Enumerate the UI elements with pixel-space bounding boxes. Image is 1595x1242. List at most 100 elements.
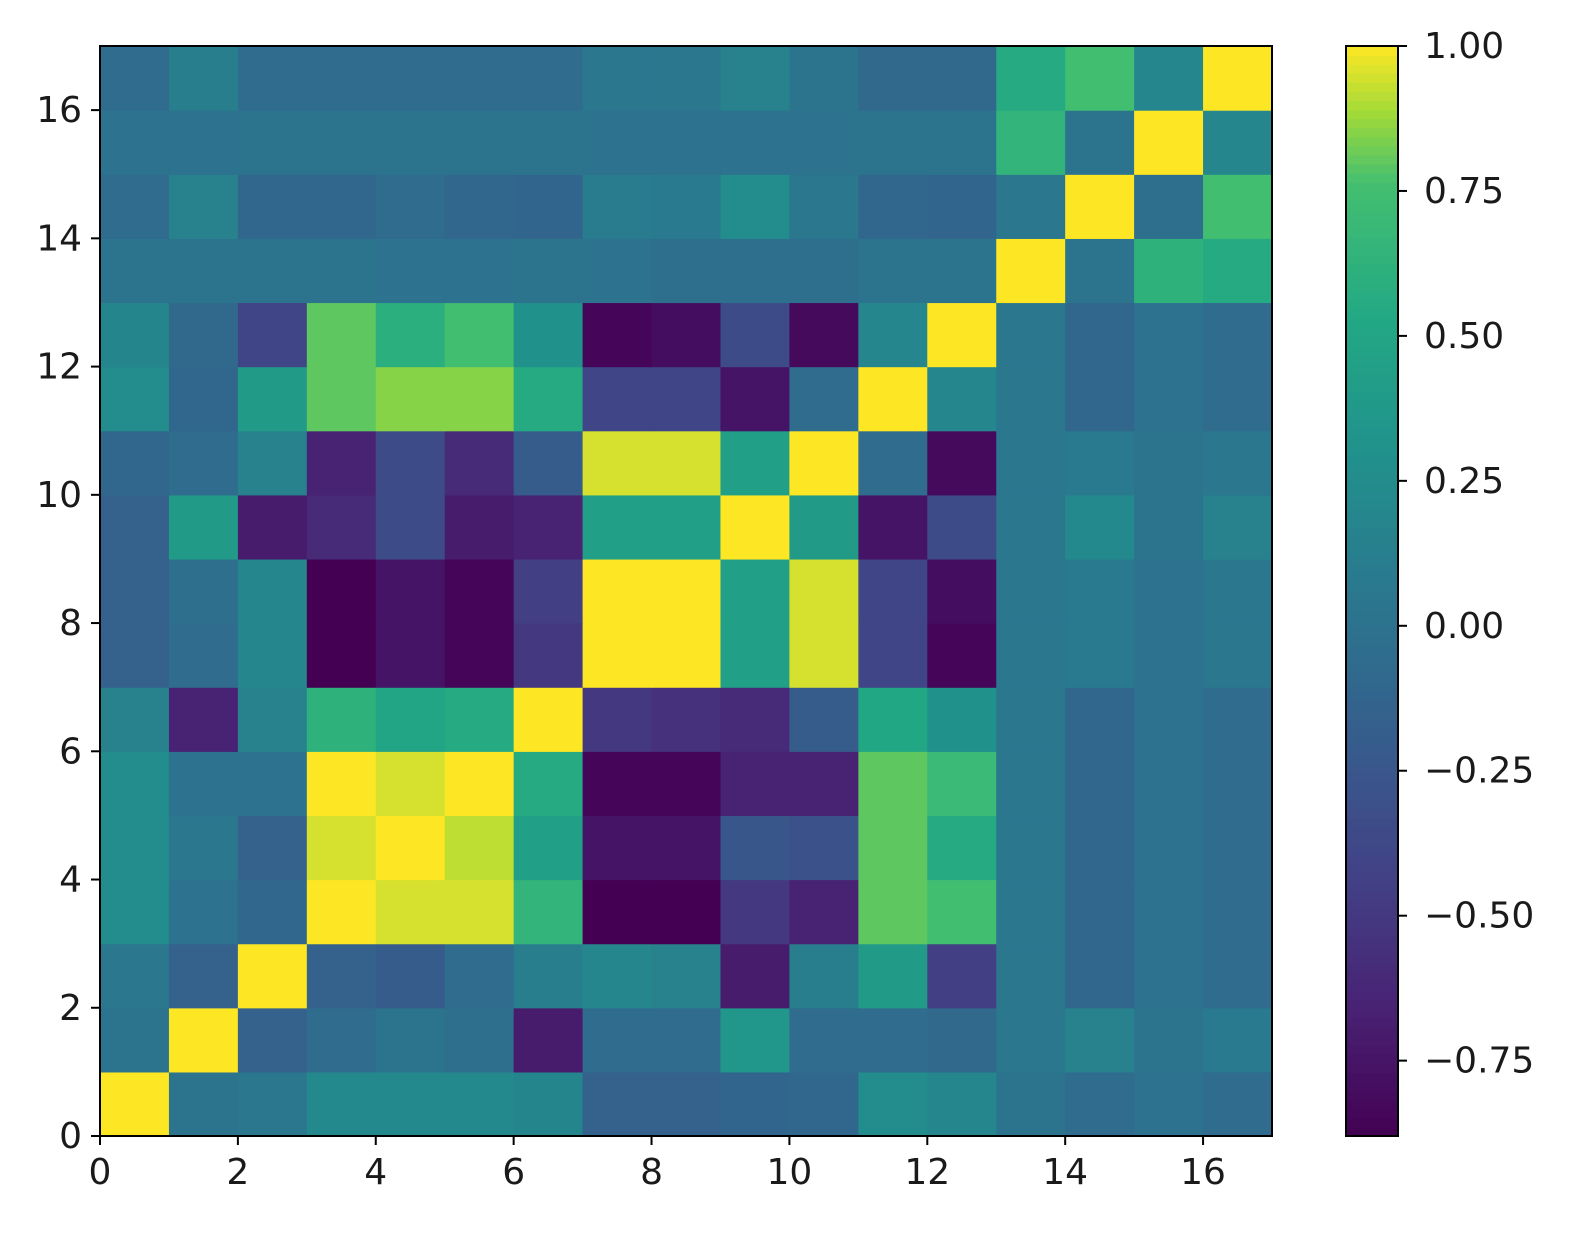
x-tick-label: 2 (226, 1152, 249, 1193)
heatmap-cell (100, 366, 170, 432)
heatmap-cell (1203, 1071, 1273, 1137)
heatmap-cell (444, 174, 515, 239)
heatmap-cell (513, 879, 584, 945)
heatmap-cell (996, 879, 1066, 945)
heatmap-cell (100, 238, 170, 304)
colorbar-segment (1346, 491, 1398, 501)
colorbar-segment (1346, 872, 1398, 883)
colorbar-segment (1346, 391, 1398, 401)
colorbar-segment (1346, 918, 1398, 928)
colorbar-segment (1346, 527, 1398, 538)
heatmap-cell (651, 943, 722, 1009)
heatmap-cell (720, 751, 791, 817)
heatmap-cell (927, 494, 997, 560)
colorbar-segment (1346, 890, 1398, 901)
heatmap-cell (1203, 1007, 1273, 1073)
heatmap-cell (513, 302, 584, 368)
heatmap-cell (1134, 494, 1204, 560)
colorbar-segment (1346, 500, 1398, 510)
colorbar-segment (1346, 799, 1398, 810)
colorbar-segment (1346, 981, 1398, 992)
colorbar-segment (1346, 82, 1398, 93)
heatmap-cell (1134, 1071, 1204, 1137)
colorbar-tick-label: 0.75 (1424, 171, 1504, 212)
heatmap-cell (1203, 110, 1273, 175)
x-tick-label: 0 (89, 1152, 112, 1193)
heatmap-cell (582, 687, 653, 752)
colorbar-segment (1346, 518, 1398, 529)
heatmap-cells (100, 46, 1273, 1137)
colorbar-segment (1346, 863, 1398, 874)
x-axis: 0 2 4 6 8 10 12 14 16 (89, 1136, 1226, 1193)
colorbar-segment (1346, 718, 1398, 728)
heatmap-cell (1134, 174, 1204, 239)
heatmap-cell (927, 623, 997, 688)
heatmap-cell (100, 879, 170, 945)
colorbar-segment (1346, 1117, 1398, 1128)
colorbar-segment (1346, 681, 1398, 692)
heatmap-cell (100, 1007, 170, 1073)
heatmap-cell (168, 815, 239, 881)
colorbar-segment (1346, 100, 1398, 111)
heatmap-cell (720, 430, 791, 496)
colorbar-segment (1346, 309, 1398, 320)
heatmap-cell (237, 1071, 308, 1137)
heatmap-cell (100, 110, 170, 175)
colorbar-segment (1346, 545, 1398, 556)
y-tick-label: 0 (59, 1116, 82, 1157)
colorbar-segment (1346, 64, 1398, 74)
colorbar-segment (1346, 854, 1398, 865)
heatmap-cell (1065, 238, 1135, 304)
heatmap-cell (927, 1007, 997, 1073)
heatmap-cell (1203, 494, 1273, 560)
heatmap-cell (651, 174, 722, 239)
heatmap-cell (651, 558, 722, 624)
heatmap-cell (582, 494, 653, 560)
heatmap-cell (789, 751, 859, 817)
heatmap-cell (720, 174, 791, 239)
heatmap-cell (237, 46, 308, 111)
heatmap-cell (375, 46, 446, 111)
heatmap-cell (1203, 302, 1273, 368)
colorbar-segment (1346, 1090, 1398, 1101)
heatmap-cell (237, 302, 308, 368)
colorbar-tick-label: 0.25 (1424, 461, 1504, 502)
heatmap-cell (100, 815, 170, 881)
colorbar-segment (1346, 354, 1398, 365)
heatmap-cell (1065, 879, 1135, 945)
heatmap-cell (1065, 430, 1135, 496)
heatmap-cell (237, 110, 308, 175)
colorbar-segment (1346, 191, 1398, 202)
heatmap-cell (927, 430, 997, 496)
colorbar-segment (1346, 618, 1398, 628)
heatmap-cell (1065, 174, 1135, 239)
colorbar-tick-label: 0.50 (1424, 316, 1504, 357)
heatmap-cell (168, 238, 239, 304)
heatmap-cell (1203, 623, 1273, 688)
heatmap-cell (651, 430, 722, 496)
heatmap-cell (582, 238, 653, 304)
heatmap-cell (582, 943, 653, 1009)
colorbar-segment (1346, 264, 1398, 274)
heatmap-cell (1134, 943, 1204, 1009)
colorbar-segment (1346, 427, 1398, 438)
heatmap-cell (444, 751, 515, 817)
colorbar-segment (1346, 772, 1398, 783)
heatmap-cell (996, 1071, 1066, 1137)
heatmap-cell (168, 302, 239, 368)
heatmap-cell (651, 815, 722, 881)
heatmap-cell (1065, 623, 1135, 688)
colorbar-segment (1346, 1017, 1398, 1028)
heatmap-cell (1203, 687, 1273, 752)
heatmap-cell (168, 623, 239, 688)
heatmap-cell (237, 623, 308, 688)
colorbar-segment (1346, 1008, 1398, 1019)
heatmap-cell (513, 46, 584, 111)
heatmap-cell (858, 687, 928, 752)
colorbar-segment (1346, 1036, 1398, 1046)
heatmap-cell (1065, 1007, 1135, 1073)
heatmap-cell (444, 302, 515, 368)
colorbar-segment (1346, 709, 1398, 719)
heatmap-cell (858, 174, 928, 239)
heatmap-cell (1134, 366, 1204, 432)
